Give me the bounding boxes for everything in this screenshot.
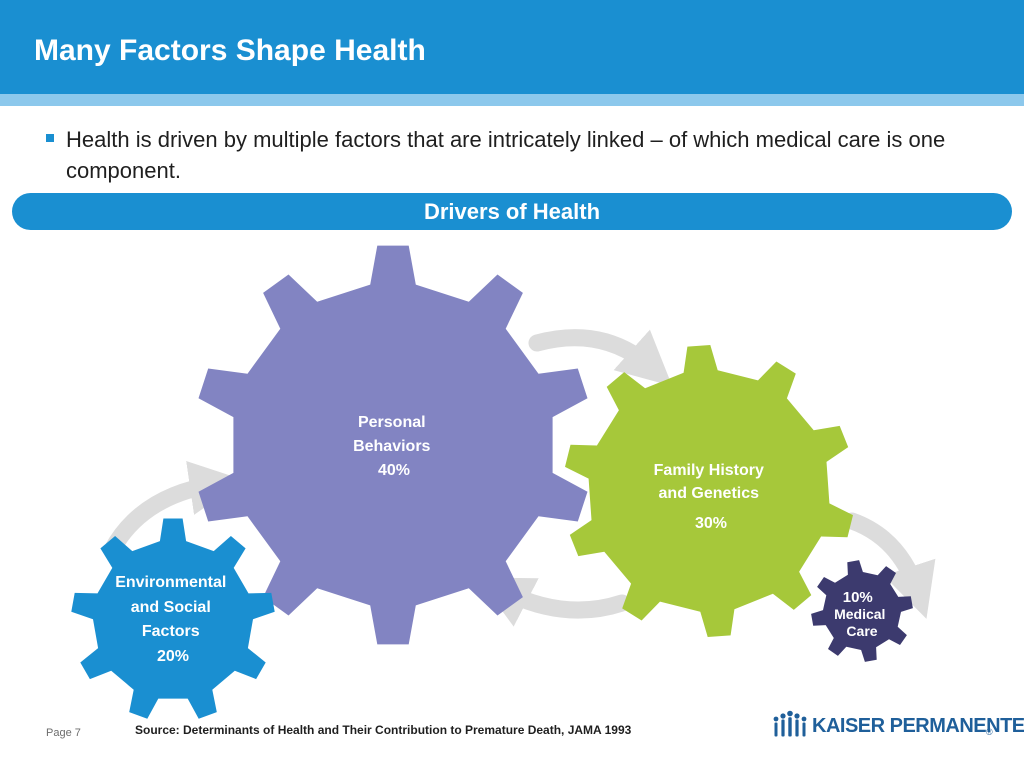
title-bar-strip <box>0 94 1024 106</box>
gear-personal-line-3: 40% <box>378 462 410 479</box>
gear-medical-line-1: 10% <box>843 589 873 606</box>
gear-environmental-label: Environmental and Social Factors 20% <box>115 574 231 665</box>
gear-family-label: Family History and Genetics 30% <box>654 462 769 532</box>
people-icon <box>773 710 807 737</box>
gear-medical-label: 10% Medical Care <box>834 589 890 639</box>
gear-medical-care: 10% Medical Care <box>811 560 913 662</box>
gear-environmental-line-2: and Social <box>131 599 211 616</box>
gear-personal-line-2: Behaviors <box>353 438 430 455</box>
arrow-environmental-to-personal <box>103 461 244 559</box>
gear-environmental-line-4: 20% <box>157 648 189 665</box>
gear-medical-shape <box>811 560 913 662</box>
gear-medical-line-2: Medical <box>834 606 885 622</box>
bullet-text: Health is driven by multiple factors tha… <box>66 127 946 183</box>
drivers-banner: Drivers of Health <box>12 193 1012 230</box>
gear-personal-behaviors: Personal Behaviors 40% <box>198 245 588 645</box>
arrow-family-to-medical <box>843 512 936 619</box>
registered-mark: ® <box>986 727 993 737</box>
arrow-personal-to-family <box>528 329 673 387</box>
source-citation: Source: Determinants of Health and Their… <box>135 723 632 737</box>
title-bar: Many Factors Shape Health <box>0 0 1024 96</box>
gear-personal-shape <box>198 245 588 645</box>
gear-environmental-line-3: Factors <box>142 623 200 640</box>
page-number: Page 7 <box>46 727 81 739</box>
gear-family-line-2: and Genetics <box>659 485 760 502</box>
gear-family-history: Family History and Genetics 30% <box>565 345 853 637</box>
gear-family-line-1: Family History <box>654 462 764 479</box>
slide-title: Many Factors Shape Health <box>34 34 426 67</box>
gear-environmental-line-1: Environmental <box>115 574 226 591</box>
gear-medical-line-3: Care <box>846 623 877 639</box>
gear-environmental-social: Environmental and Social Factors 20% <box>71 518 275 719</box>
gear-personal-line-1: Personal <box>358 414 426 431</box>
gear-personal-label: Personal Behaviors 40% <box>353 414 435 479</box>
bullet-point: Health is driven by multiple factors tha… <box>46 124 968 186</box>
bullet-square-icon <box>46 134 54 142</box>
logo-text: KAISER PERMANENTE <box>812 715 1024 737</box>
gear-family-shape <box>565 345 853 637</box>
gear-environmental-shape <box>71 518 275 719</box>
kaiser-permanente-logo: KAISER PERMANENTE ® <box>770 710 1024 740</box>
gear-family-line-3: 30% <box>695 515 727 532</box>
